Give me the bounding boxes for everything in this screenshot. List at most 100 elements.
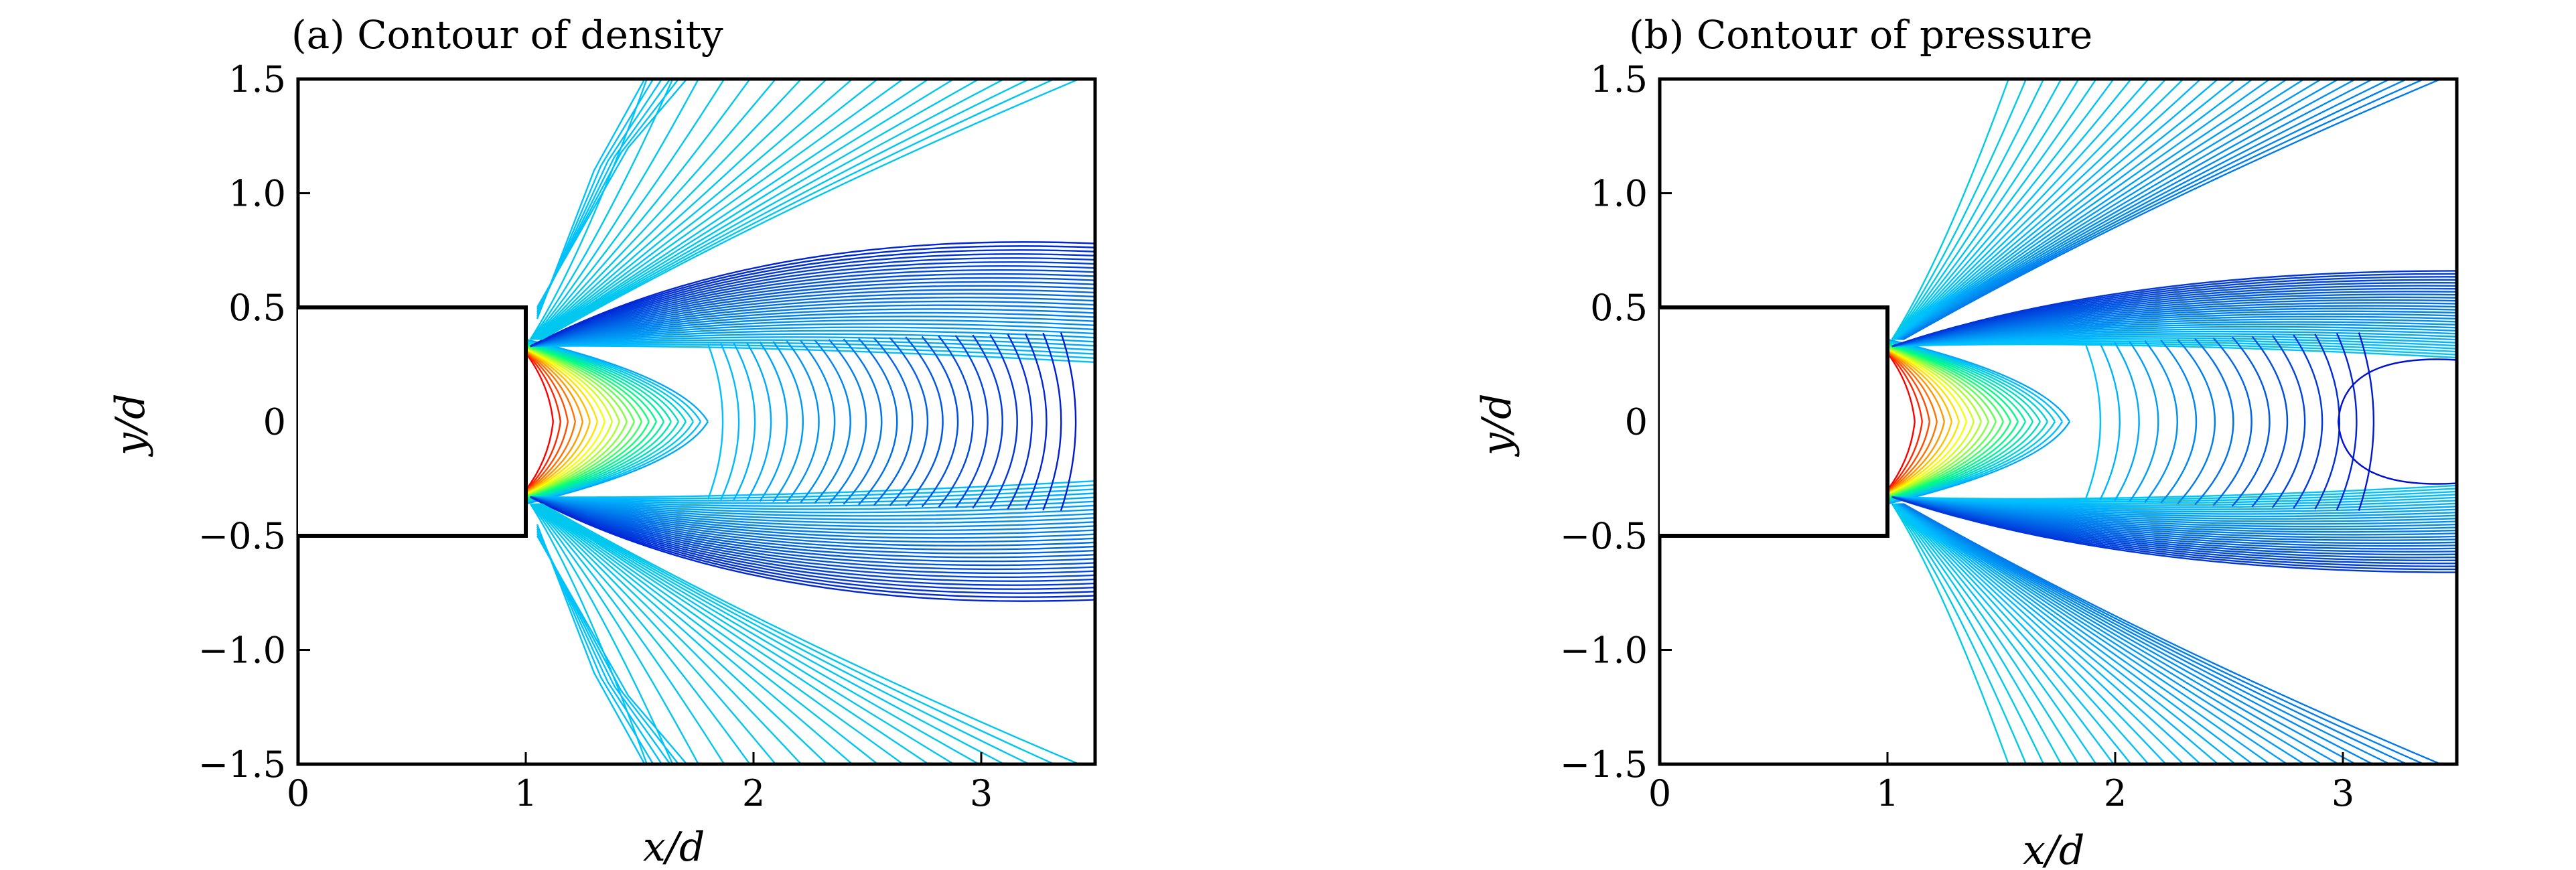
contour-line-109 <box>772 341 804 502</box>
y-tick-label: −0.5 <box>198 515 286 557</box>
contour-line-98 <box>530 249 1095 348</box>
contour-line-113 <box>2231 336 2271 507</box>
contour-line-41 <box>525 421 702 504</box>
base-body-outline <box>1660 305 1889 538</box>
x-tick-label: 3 <box>970 772 993 814</box>
contour-line-112 <box>814 339 851 504</box>
contour-line-170 <box>536 79 672 313</box>
contour-line-74 <box>530 297 1095 348</box>
contour-line-141 <box>1895 79 2185 340</box>
x-tick-label: 3 <box>2332 772 2354 814</box>
contour-line-88 <box>530 269 1095 348</box>
contour-line-3 <box>1887 421 1923 492</box>
contour-line-15 <box>1887 421 1968 496</box>
contour-line-108 <box>759 341 788 502</box>
contour-line-13 <box>1887 421 1960 495</box>
contour-line-140 <box>1895 503 2167 764</box>
contour-line-162 <box>541 79 1082 340</box>
contour-line-9 <box>525 421 584 494</box>
contour-line-35 <box>525 421 680 502</box>
contour-line-4 <box>525 351 569 422</box>
contour-line-161 <box>1900 79 2358 340</box>
contour-line-1 <box>525 421 554 491</box>
y-tick-label: 1.5 <box>228 58 286 100</box>
contour-line-157 <box>1900 79 2323 340</box>
contour-line-71 <box>530 496 1095 539</box>
contour-line-3 <box>525 421 561 492</box>
contour-line-158 <box>1900 503 2323 764</box>
contour-line-167 <box>1902 79 2409 340</box>
contour-line-102 <box>530 241 1095 348</box>
contour-line-17 <box>1887 421 1975 496</box>
contour-line-16 <box>1887 347 1975 422</box>
y-ticks: 1.5 1.0 0.5 0 −0.5 −1.0 −1.5 <box>198 58 310 786</box>
contour-line-20 <box>525 346 628 422</box>
contour-line-21 <box>1887 421 1990 498</box>
contour-line-159 <box>1900 79 2341 340</box>
contour-line-53 <box>530 496 1095 507</box>
contour-line-155 <box>539 503 981 764</box>
contour-line-91 <box>530 496 1095 578</box>
contour-line-66 <box>530 311 1095 348</box>
contour-line-155 <box>1899 79 2306 340</box>
y-tick-label: 1.0 <box>1590 173 1648 215</box>
contour-line-85 <box>530 496 1095 567</box>
panel-title: (b) Contour of pressure <box>1629 12 2092 58</box>
contour-line-26 <box>1887 344 2012 422</box>
contour-line-42 <box>525 338 709 423</box>
contour-line-93 <box>530 496 1095 582</box>
contour-line-122 <box>972 334 1003 509</box>
contour-line-99 <box>530 496 1095 594</box>
contour-line-134 <box>1894 503 2115 764</box>
contour-line-156 <box>539 79 1006 340</box>
contour-line-31 <box>1887 421 2027 501</box>
contour-line-113 <box>828 339 867 504</box>
contour-line-27 <box>525 421 650 500</box>
contour-line-138 <box>1895 503 2150 764</box>
contour-line-138 <box>532 79 777 340</box>
x-ticks: 0 1 2 3 <box>1648 752 2354 814</box>
contour-line-63 <box>530 496 1095 524</box>
contour-line-96 <box>530 253 1095 348</box>
contour-line-55 <box>530 496 1095 510</box>
contour-line-142 <box>1895 503 2185 764</box>
contour-line-151 <box>1898 79 2272 340</box>
contour-line-154 <box>1899 503 2289 764</box>
contour-line-175 <box>536 535 689 764</box>
contour-line-119 <box>2358 332 2375 511</box>
contour-line-145 <box>1897 79 2220 340</box>
x-axis-label: x/d <box>2023 827 2084 870</box>
contour-line-78 <box>530 289 1095 348</box>
contour-line-51 <box>530 492 1095 504</box>
contour-line-1 <box>1887 421 1916 491</box>
contour-line-126 <box>1042 332 1062 511</box>
contour-line-124 <box>1891 503 2027 764</box>
contour-line-22 <box>525 345 636 422</box>
contour-line-47 <box>530 484 1095 500</box>
contour-line-35 <box>1887 421 2042 502</box>
contour-line-90 <box>530 265 1095 348</box>
contour-line-38 <box>525 340 695 423</box>
contour-line-26 <box>525 344 650 422</box>
contour-line-15 <box>525 421 606 496</box>
contour-line-136 <box>532 79 752 340</box>
contour-line-147 <box>536 503 879 764</box>
contour-line-4 <box>1887 351 1931 422</box>
y-tick-label: 0 <box>1625 401 1648 443</box>
contour-line-108 <box>2144 340 2178 503</box>
contour-line-73 <box>530 496 1095 543</box>
contour-line-43 <box>525 421 709 505</box>
contour-line-163 <box>1901 79 2375 340</box>
contour-line-153 <box>1899 79 2289 340</box>
contour-line-144 <box>1896 503 2202 764</box>
contour-line-160 <box>541 79 1056 340</box>
contour-line-76 <box>530 293 1095 348</box>
contour-line-94 <box>530 257 1095 348</box>
contour-line-25 <box>1887 421 2005 499</box>
contour-line-103 <box>1891 496 2457 573</box>
contour-line-39 <box>525 421 695 504</box>
contour-line-32 <box>525 342 672 423</box>
contour-line-133 <box>530 503 700 764</box>
contour-line-171 <box>536 530 672 764</box>
y-tick-label: 0.5 <box>228 287 286 329</box>
